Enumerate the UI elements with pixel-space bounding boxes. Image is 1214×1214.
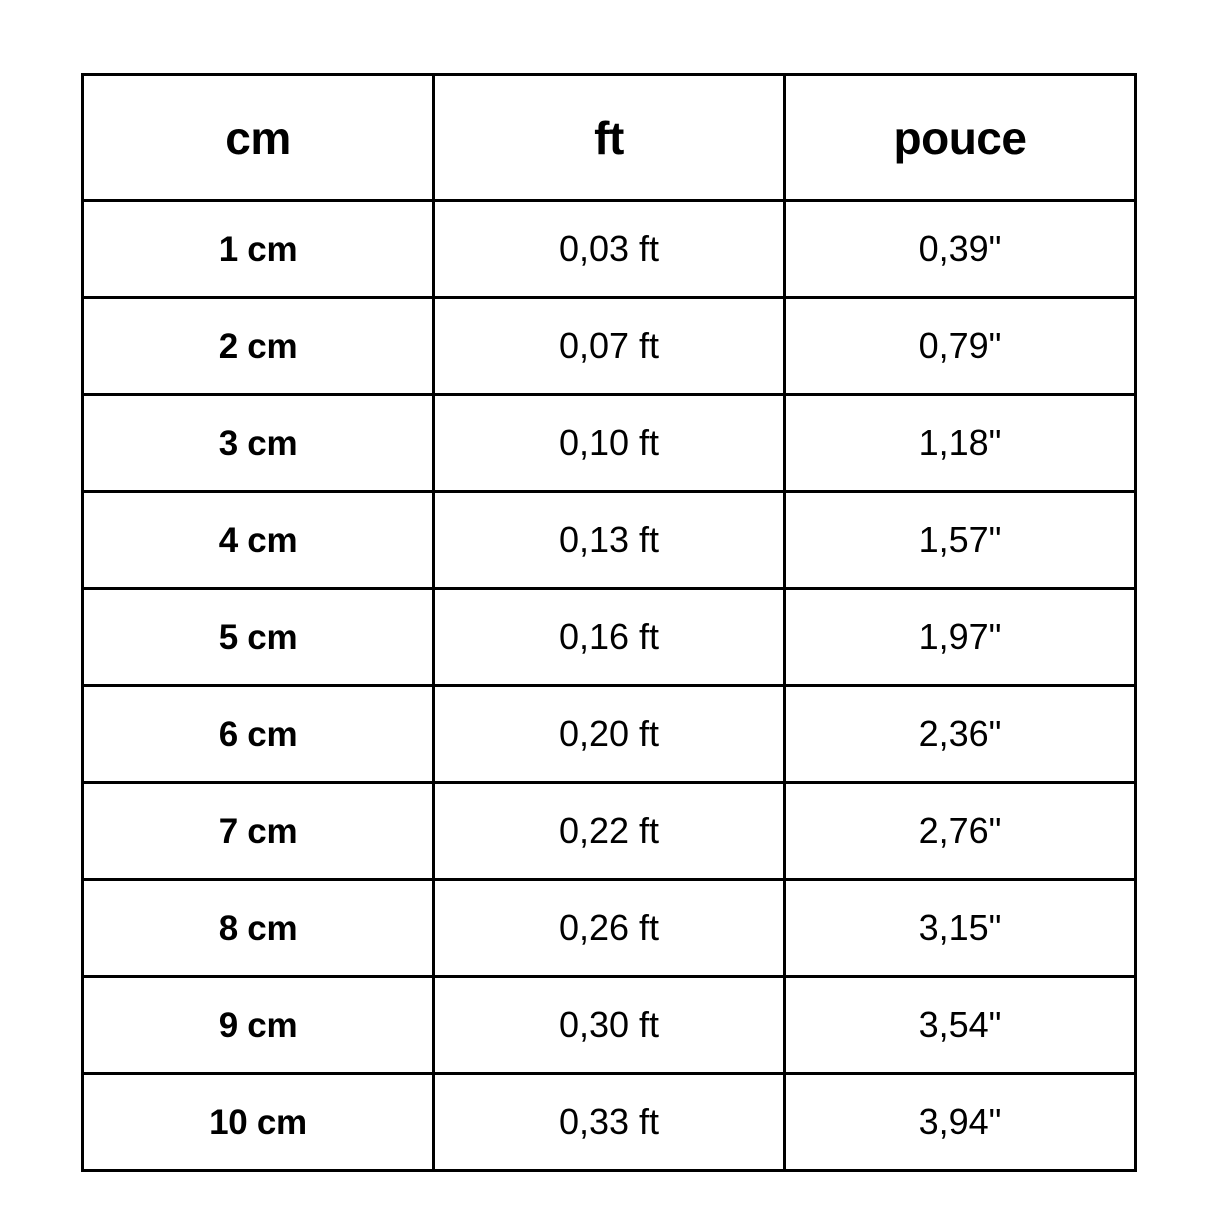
table-body: 1 cm 0,03 ft 0,39" 2 cm 0,07 ft 0,79" 3 … xyxy=(81,199,1137,1172)
cell-ft: 0,10 ft xyxy=(432,393,786,493)
column-header-pouce: pouce xyxy=(783,73,1137,202)
cell-pouce: 0,79" xyxy=(783,296,1137,396)
cell-ft: 0,16 ft xyxy=(432,587,786,687)
table-row: 4 cm 0,13 ft 1,57" xyxy=(81,490,1137,590)
cell-cm: 7 cm xyxy=(81,781,435,881)
cell-cm: 6 cm xyxy=(81,684,435,784)
conversion-table-container: cm ft pouce 1 cm 0,03 ft 0,39" 2 cm 0,07… xyxy=(81,73,1137,1172)
header-row: cm ft pouce xyxy=(81,73,1137,202)
table-row: 1 cm 0,03 ft 0,39" xyxy=(81,199,1137,299)
column-header-ft: ft xyxy=(432,73,786,202)
conversion-table: cm ft pouce 1 cm 0,03 ft 0,39" 2 cm 0,07… xyxy=(81,73,1137,1172)
cell-cm: 8 cm xyxy=(81,878,435,978)
cell-ft: 0,03 ft xyxy=(432,199,786,299)
table-row: 9 cm 0,30 ft 3,54" xyxy=(81,975,1137,1075)
cell-cm: 10 cm xyxy=(81,1072,435,1172)
table-row: 7 cm 0,22 ft 2,76" xyxy=(81,781,1137,881)
cell-cm: 5 cm xyxy=(81,587,435,687)
cell-pouce: 3,94" xyxy=(783,1072,1137,1172)
cell-pouce: 3,54" xyxy=(783,975,1137,1075)
cell-pouce: 2,76" xyxy=(783,781,1137,881)
cell-ft: 0,22 ft xyxy=(432,781,786,881)
cell-pouce: 1,97" xyxy=(783,587,1137,687)
cell-ft: 0,13 ft xyxy=(432,490,786,590)
table-row: 8 cm 0,26 ft 3,15" xyxy=(81,878,1137,978)
table-row: 2 cm 0,07 ft 0,79" xyxy=(81,296,1137,396)
cell-pouce: 1,57" xyxy=(783,490,1137,590)
cell-ft: 0,30 ft xyxy=(432,975,786,1075)
cell-cm: 9 cm xyxy=(81,975,435,1075)
cell-pouce: 2,36" xyxy=(783,684,1137,784)
cell-ft: 0,26 ft xyxy=(432,878,786,978)
cell-ft: 0,07 ft xyxy=(432,296,786,396)
cell-pouce: 0,39" xyxy=(783,199,1137,299)
cell-ft: 0,20 ft xyxy=(432,684,786,784)
cell-ft: 0,33 ft xyxy=(432,1072,786,1172)
table-row: 10 cm 0,33 ft 3,94" xyxy=(81,1072,1137,1172)
table-header: cm ft pouce xyxy=(81,73,1137,202)
cell-cm: 2 cm xyxy=(81,296,435,396)
cell-cm: 1 cm xyxy=(81,199,435,299)
cell-pouce: 3,15" xyxy=(783,878,1137,978)
table-row: 5 cm 0,16 ft 1,97" xyxy=(81,587,1137,687)
column-header-cm: cm xyxy=(81,73,435,202)
table-row: 3 cm 0,10 ft 1,18" xyxy=(81,393,1137,493)
cell-cm: 3 cm xyxy=(81,393,435,493)
table-row: 6 cm 0,20 ft 2,36" xyxy=(81,684,1137,784)
cell-pouce: 1,18" xyxy=(783,393,1137,493)
cell-cm: 4 cm xyxy=(81,490,435,590)
